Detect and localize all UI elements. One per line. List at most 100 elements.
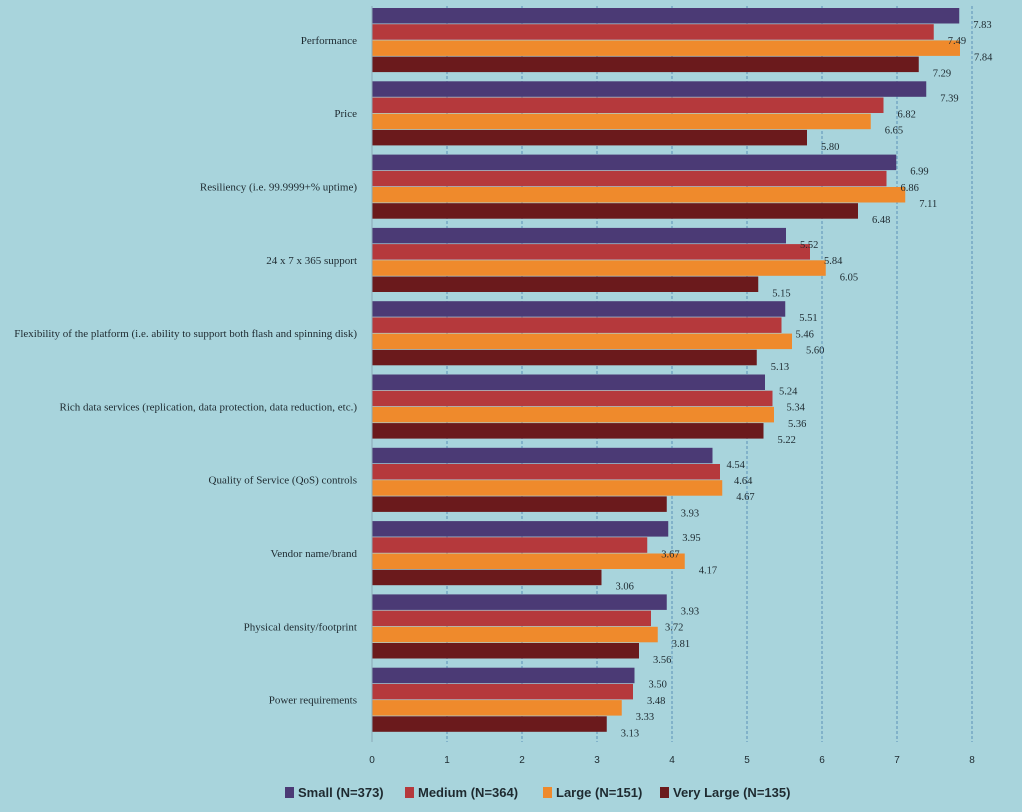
bar [372, 447, 713, 464]
data-label: 6.86 [901, 183, 919, 194]
bar [372, 154, 897, 171]
data-label: 6.05 [840, 272, 858, 283]
data-label: 7.49 [948, 36, 966, 47]
bar [372, 97, 884, 113]
data-label: 5.34 [787, 403, 806, 414]
bar [372, 374, 765, 390]
x-tick-label: 2 [519, 755, 525, 766]
data-label: 5.46 [796, 329, 814, 340]
data-label: 3.56 [653, 655, 671, 666]
bar [372, 480, 723, 496]
bar [372, 227, 786, 244]
category-label: Vendor name/brand [271, 548, 358, 560]
data-label: 5.51 [799, 313, 817, 324]
data-label: 5.15 [772, 289, 790, 300]
data-label: 5.24 [779, 387, 798, 398]
bars [372, 8, 960, 732]
category-label: Price [334, 108, 357, 120]
legend-swatch [660, 787, 669, 798]
data-label: 7.84 [974, 52, 993, 63]
bar [372, 610, 651, 627]
data-label: 3.33 [636, 712, 654, 723]
category-label: Physical density/footprint [244, 621, 357, 633]
x-tick-label: 4 [669, 755, 675, 766]
data-label: 5.36 [788, 419, 806, 430]
bar [372, 170, 887, 187]
data-label: 4.17 [699, 566, 717, 577]
bar [372, 553, 685, 569]
bar [372, 8, 960, 24]
axes: 0 1 2 3 4 5 6 7 8 [369, 6, 975, 766]
x-tick-label: 3 [594, 755, 600, 766]
x-tick-label: 7 [894, 755, 900, 766]
data-label: 7.83 [973, 20, 991, 31]
bar [372, 203, 858, 219]
bar [372, 667, 635, 684]
category-label: Performance [301, 35, 357, 47]
data-label: 7.39 [940, 93, 958, 104]
bar [372, 521, 669, 537]
bar [372, 187, 906, 203]
bar [372, 24, 934, 40]
bar [372, 716, 607, 732]
data-label: 5.60 [806, 346, 824, 357]
data-label: 3.06 [616, 582, 634, 593]
legend: Small (N=373) Medium (N=364) Large (N=151)… [285, 785, 790, 800]
data-label: 6.99 [910, 167, 928, 178]
legend-swatch [543, 787, 552, 798]
data-label: 3.48 [647, 696, 665, 707]
x-tick-label: 8 [969, 755, 975, 766]
bar [372, 333, 792, 350]
data-label: 6.82 [898, 110, 916, 121]
bar [372, 406, 774, 423]
x-tick-label: 5 [744, 755, 750, 766]
bar [372, 317, 782, 333]
bar [372, 643, 639, 659]
data-label: 4.54 [727, 460, 746, 471]
bar [372, 349, 757, 366]
legend-label: Medium (N=364) [418, 785, 518, 800]
data-label: 5.84 [824, 256, 843, 267]
bar [372, 81, 927, 97]
bar [372, 683, 633, 700]
category-label: Power requirements [269, 695, 357, 707]
bar [372, 113, 871, 130]
x-tick-label: 0 [369, 755, 375, 766]
bar [372, 464, 720, 480]
bar [372, 40, 960, 56]
data-label: 4.67 [736, 492, 754, 503]
bar [372, 700, 622, 716]
data-label: 3.95 [682, 533, 700, 544]
data-label: 5.13 [771, 362, 789, 373]
bar [372, 496, 667, 512]
data-label: 3.81 [672, 639, 690, 650]
bar [372, 301, 786, 317]
bar [372, 56, 919, 73]
bar [372, 260, 826, 276]
bar [372, 276, 759, 292]
data-label: 5.52 [800, 240, 818, 251]
data-label: 3.93 [681, 508, 699, 519]
bar [372, 537, 648, 553]
legend-swatch [405, 787, 414, 798]
category-label: Rich data services (replication, data pr… [60, 401, 358, 413]
bar [372, 569, 602, 586]
data-label: 6.48 [872, 215, 890, 226]
data-label: 4.64 [734, 476, 753, 487]
bar [372, 390, 773, 407]
data-label: 5.80 [821, 142, 839, 153]
legend-label: Large (N=151) [556, 785, 642, 800]
category-label: Flexibility of the platform (i.e. abilit… [14, 328, 357, 340]
x-tick-label: 6 [819, 755, 825, 766]
bar [372, 423, 764, 439]
category-label: 24 x 7 x 365 support [266, 255, 357, 267]
bar [372, 244, 810, 260]
data-label: 7.29 [933, 69, 951, 80]
data-label: 3.67 [661, 549, 679, 560]
data-label: 3.93 [681, 606, 699, 617]
bar [372, 129, 807, 146]
category-label: Quality of Service (QoS) controls [209, 475, 357, 487]
legend-swatch [285, 787, 294, 798]
legend-label: Very Large (N=135) [673, 785, 790, 800]
